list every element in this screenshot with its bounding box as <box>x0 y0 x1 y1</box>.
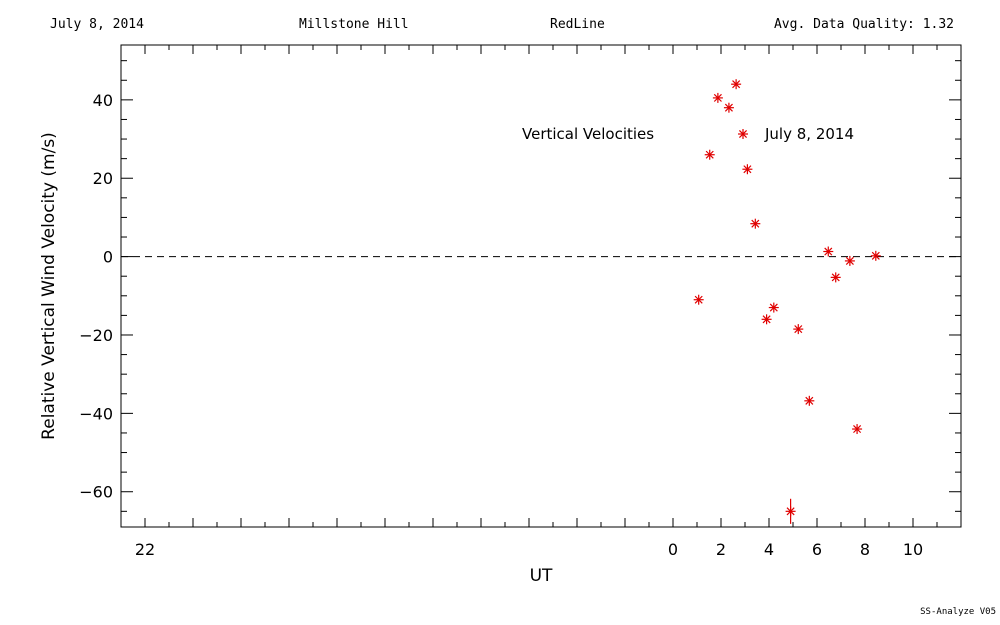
data-points <box>693 79 881 524</box>
y-tick-label: 40 <box>93 91 113 110</box>
data-point <box>768 302 779 313</box>
plot-frame <box>120 44 962 528</box>
x-tick-label: 8 <box>860 540 870 559</box>
x-tick-label: 2 <box>716 540 726 559</box>
data-point <box>852 424 863 435</box>
data-point <box>830 272 841 283</box>
data-point <box>712 92 723 103</box>
data-point <box>723 102 734 113</box>
software-version: SS-Analyze V05 <box>920 607 996 617</box>
data-point <box>823 246 834 257</box>
legend-entry: July 8, 2014 <box>764 125 854 143</box>
y-tick-label: −60 <box>79 483 113 502</box>
data-point <box>870 250 881 261</box>
axis-ticks: 22 0 2 4 6 8 10 −60 −40 −20 0 20 40 <box>79 45 961 559</box>
x-axis-title: UT <box>530 566 553 586</box>
x-tick-label: 0 <box>668 540 678 559</box>
y-tick-label: −40 <box>79 404 113 423</box>
y-tick-label: 20 <box>93 169 113 188</box>
x-tick-label: 6 <box>812 540 822 559</box>
legend-marker <box>738 129 748 139</box>
legend-title: Vertical Velocities <box>522 125 654 143</box>
data-point <box>844 255 855 266</box>
y-tick-label: 0 <box>103 248 113 267</box>
x-tick-label: 4 <box>764 540 774 559</box>
data-point <box>704 149 715 160</box>
y-axis-title: Relative Vertical Wind Velocity (m/s) <box>39 132 59 440</box>
data-point <box>742 164 753 175</box>
data-point <box>750 218 761 229</box>
data-point <box>693 294 704 305</box>
header-data-quality: Avg. Data Quality: 1.32 <box>773 17 954 32</box>
y-tick-label: −20 <box>79 326 113 345</box>
data-point <box>785 506 796 517</box>
data-point <box>731 79 742 90</box>
x-tick-label: 10 <box>903 540 923 559</box>
header-site: Millstone Hill <box>299 17 409 32</box>
header-date: July 8, 2014 <box>50 17 144 32</box>
header-instrument: RedLine <box>550 17 605 32</box>
legend-asterisk <box>738 129 748 139</box>
data-point <box>761 314 772 325</box>
data-point <box>793 324 804 335</box>
x-tick-label: 22 <box>135 540 155 559</box>
data-point <box>804 395 815 406</box>
